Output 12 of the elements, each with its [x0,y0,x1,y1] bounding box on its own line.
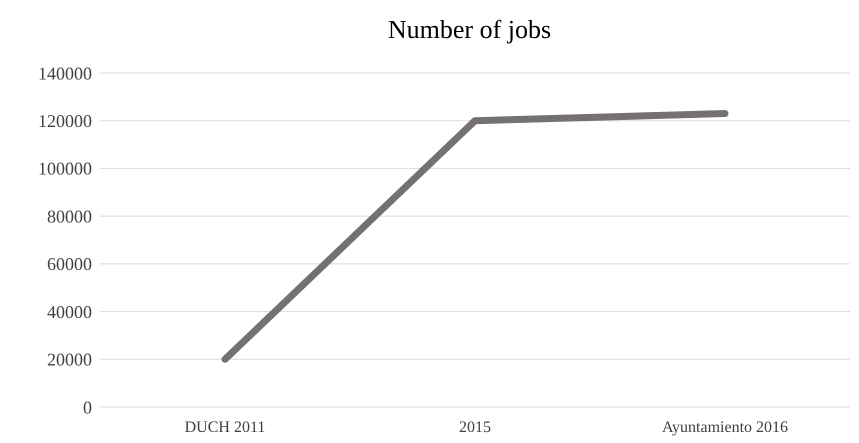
y-tick-label: 60000 [47,254,92,274]
x-tick-label: DUCH 2011 [184,419,266,436]
y-tick-label: 20000 [47,350,92,370]
y-tick-label: 40000 [47,302,92,322]
chart-title: Number of jobs [388,15,552,44]
x-tick-label: 2015 [459,419,491,436]
y-tick-label: 0 [83,397,92,418]
y-tick-label: 100000 [38,158,92,179]
x-tick-label: Ayuntamiento 2016 [662,419,788,436]
y-tick-label: 120000 [38,111,92,132]
y-tick-label: 140000 [38,63,92,84]
y-tick-label: 80000 [47,206,92,226]
